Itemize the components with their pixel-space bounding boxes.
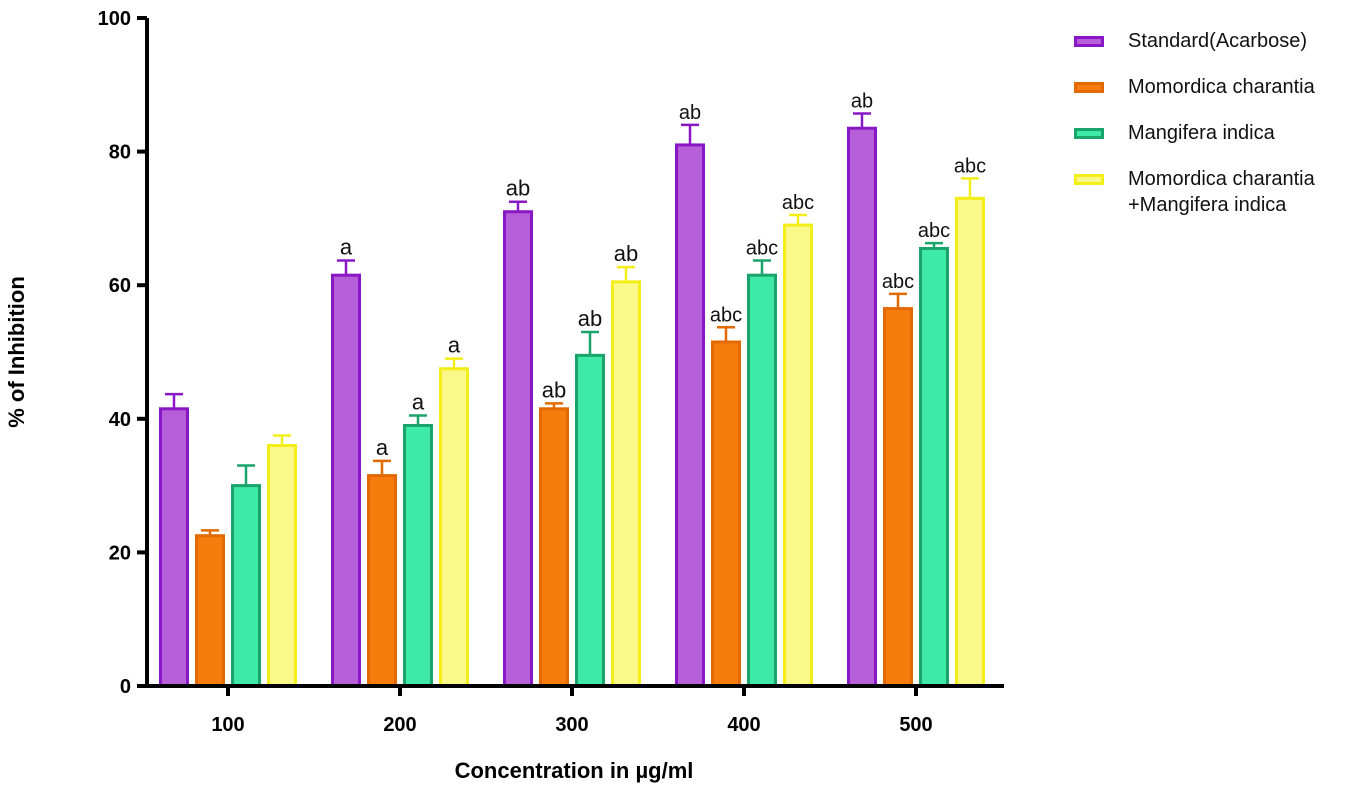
legend-item: Standard(Acarbose) bbox=[1072, 28, 1362, 74]
y-tick-label: 100 bbox=[98, 8, 131, 30]
legend-swatch bbox=[1074, 128, 1104, 139]
legend-swatch bbox=[1074, 36, 1104, 47]
legend: Standard(Acarbose) Momordica charantia Man… bbox=[1072, 28, 1362, 228]
legend-swatch bbox=[1074, 174, 1104, 185]
significance-label: abc bbox=[710, 304, 742, 326]
x-tick-label: 500 bbox=[899, 714, 932, 736]
y-tick-label: 0 bbox=[120, 676, 131, 698]
significance-label: a bbox=[340, 234, 353, 259]
y-tick-label: 40 bbox=[109, 409, 131, 431]
bar bbox=[711, 340, 741, 688]
significance-label: a bbox=[448, 333, 461, 358]
bar bbox=[883, 307, 913, 688]
significance-label: ab bbox=[851, 91, 873, 113]
bar bbox=[331, 273, 361, 688]
significance-label: abc bbox=[954, 155, 986, 177]
bar bbox=[403, 423, 433, 688]
bar bbox=[503, 210, 533, 688]
x-tick-label: 300 bbox=[555, 714, 588, 736]
bar bbox=[847, 126, 877, 688]
significance-label: abc bbox=[918, 220, 950, 242]
legend-swatch bbox=[1074, 82, 1104, 93]
legend-label: Momordica charantia +Mangifera indica bbox=[1128, 168, 1315, 216]
bar bbox=[439, 367, 469, 688]
bar bbox=[675, 143, 705, 688]
significance-label: ab bbox=[679, 102, 701, 124]
axes bbox=[145, 18, 1004, 688]
significance-label: abc bbox=[782, 192, 814, 214]
significance-label: abc bbox=[746, 237, 778, 259]
legend-label: Momordica charantia bbox=[1128, 76, 1315, 98]
bars-layer bbox=[159, 112, 985, 688]
bar bbox=[783, 223, 813, 688]
y-axis-ticks: 0 20 40 60 80 100 bbox=[98, 8, 147, 698]
x-tick-label: 400 bbox=[727, 714, 760, 736]
y-axis-title: % of Inhibition bbox=[4, 276, 29, 428]
significance-labels: a ab ab ab a ab abc abc a ab abc abc a ab abc abc bbox=[340, 91, 986, 460]
bar bbox=[231, 484, 261, 688]
y-tick-label: 20 bbox=[109, 542, 131, 564]
bar bbox=[539, 407, 569, 688]
bar bbox=[747, 273, 777, 688]
x-tick-label: 100 bbox=[211, 714, 244, 736]
legend-item: Mangifera indica bbox=[1072, 120, 1362, 166]
significance-label: a bbox=[412, 389, 425, 414]
significance-label: ab bbox=[542, 377, 566, 402]
legend-label: Mangifera indica bbox=[1128, 122, 1275, 144]
significance-label: abc bbox=[882, 271, 914, 293]
legend-item: Momordica charantia +Mangifera indica bbox=[1072, 166, 1362, 228]
bar bbox=[267, 444, 297, 688]
bar bbox=[195, 534, 225, 688]
significance-label: ab bbox=[614, 241, 638, 266]
bar bbox=[367, 474, 397, 688]
bar bbox=[919, 246, 949, 688]
legend-label: Standard(Acarbose) bbox=[1128, 30, 1307, 52]
significance-label: ab bbox=[506, 176, 530, 201]
bar bbox=[575, 353, 605, 688]
significance-label: ab bbox=[578, 306, 602, 331]
x-axis-title: Concentration in µg/ml bbox=[455, 758, 694, 783]
bar bbox=[955, 196, 985, 688]
significance-label: a bbox=[376, 435, 389, 460]
legend-item: Momordica charantia bbox=[1072, 74, 1362, 120]
x-tick-label: 200 bbox=[383, 714, 416, 736]
bar bbox=[611, 280, 641, 688]
bar bbox=[159, 407, 189, 688]
y-tick-label: 80 bbox=[109, 142, 131, 164]
y-tick-label: 60 bbox=[109, 275, 131, 297]
x-axis-ticks: 100 200 300 400 500 bbox=[211, 686, 933, 736]
